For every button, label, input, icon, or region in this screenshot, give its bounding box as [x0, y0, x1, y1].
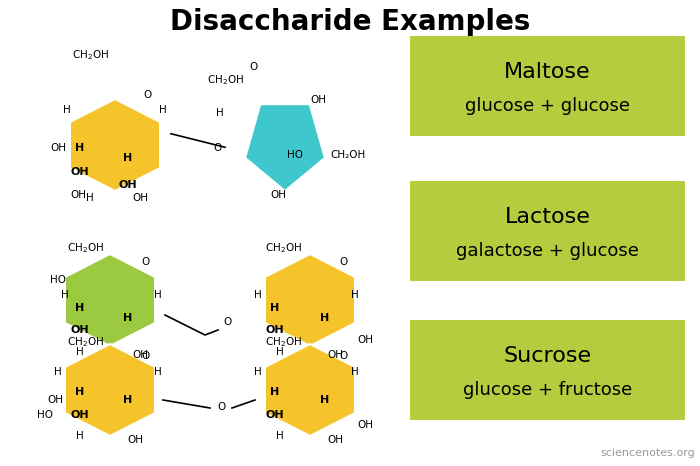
Text: OH: OH	[127, 435, 143, 445]
Text: H: H	[76, 143, 85, 153]
Text: OH: OH	[266, 410, 284, 420]
Text: OH: OH	[327, 350, 343, 360]
Text: H: H	[351, 290, 359, 300]
Text: HO: HO	[287, 150, 303, 160]
Text: H: H	[76, 431, 84, 441]
Text: CH$_2$OH: CH$_2$OH	[206, 73, 244, 87]
Text: O: O	[141, 351, 149, 361]
FancyBboxPatch shape	[410, 181, 685, 281]
Text: O: O	[224, 317, 232, 327]
Text: galactose + glucose: galactose + glucose	[456, 242, 639, 260]
Text: glucose + glucose: glucose + glucose	[465, 97, 630, 115]
Text: H: H	[159, 105, 167, 115]
Text: H: H	[76, 303, 85, 313]
Text: Lactose: Lactose	[505, 206, 590, 226]
FancyBboxPatch shape	[410, 36, 685, 136]
Text: O: O	[249, 62, 257, 72]
Text: H: H	[321, 395, 330, 405]
Text: HO: HO	[37, 410, 53, 420]
Text: H: H	[154, 290, 162, 300]
Text: OH: OH	[132, 350, 148, 360]
Text: OH: OH	[327, 435, 343, 445]
Text: OH: OH	[119, 180, 137, 190]
Text: OH: OH	[270, 190, 286, 200]
Text: OH: OH	[71, 325, 90, 335]
Text: CH$_2$OH: CH$_2$OH	[265, 241, 302, 255]
Text: H: H	[270, 303, 279, 313]
Text: O: O	[141, 257, 149, 267]
Text: H: H	[123, 313, 132, 323]
Text: OH: OH	[50, 143, 66, 153]
Text: O: O	[339, 351, 347, 361]
Text: H: H	[276, 347, 284, 357]
Text: O: O	[339, 257, 347, 267]
Text: Sucrose: Sucrose	[503, 346, 592, 366]
Text: OH: OH	[357, 335, 373, 345]
Text: CH$_2$OH: CH$_2$OH	[71, 48, 108, 62]
Text: H: H	[63, 105, 71, 115]
Text: sciencenotes.org: sciencenotes.org	[601, 448, 695, 458]
Text: H: H	[123, 153, 132, 163]
Polygon shape	[265, 254, 355, 346]
Text: H: H	[76, 347, 84, 357]
Text: OH: OH	[132, 193, 148, 203]
Text: H: H	[86, 193, 94, 203]
Text: CH$_2$OH: CH$_2$OH	[265, 335, 302, 349]
Text: OH: OH	[310, 95, 326, 105]
Text: glucose + fructose: glucose + fructose	[463, 382, 632, 399]
Text: OH: OH	[47, 395, 63, 405]
Text: H: H	[270, 387, 279, 397]
Text: Maltose: Maltose	[504, 62, 591, 82]
Text: O: O	[218, 402, 226, 412]
Text: H: H	[254, 367, 262, 377]
Polygon shape	[245, 104, 325, 191]
FancyBboxPatch shape	[410, 321, 685, 420]
Text: HO: HO	[50, 275, 66, 285]
Polygon shape	[65, 254, 155, 346]
Text: CH$_2$OH: CH$_2$OH	[66, 241, 104, 255]
Text: OH: OH	[266, 325, 284, 335]
Polygon shape	[65, 344, 155, 436]
Text: CH$_2$OH: CH$_2$OH	[66, 335, 104, 349]
Text: OH: OH	[70, 190, 86, 200]
Polygon shape	[70, 99, 160, 191]
Text: H: H	[123, 395, 132, 405]
Text: H: H	[76, 387, 85, 397]
Text: H: H	[254, 290, 262, 300]
Text: H: H	[321, 313, 330, 323]
Text: Disaccharide Examples: Disaccharide Examples	[170, 8, 530, 36]
Text: H: H	[61, 290, 69, 300]
Text: H: H	[54, 367, 62, 377]
Text: H: H	[351, 367, 359, 377]
Text: H: H	[154, 367, 162, 377]
Text: O: O	[144, 90, 152, 100]
Text: OH: OH	[71, 410, 90, 420]
Text: CH₂OH: CH₂OH	[330, 150, 365, 160]
Text: O: O	[214, 143, 222, 153]
Text: OH: OH	[71, 167, 90, 177]
Polygon shape	[265, 344, 355, 436]
Text: OH: OH	[357, 420, 373, 430]
Text: H: H	[276, 431, 284, 441]
Text: H: H	[216, 108, 224, 118]
